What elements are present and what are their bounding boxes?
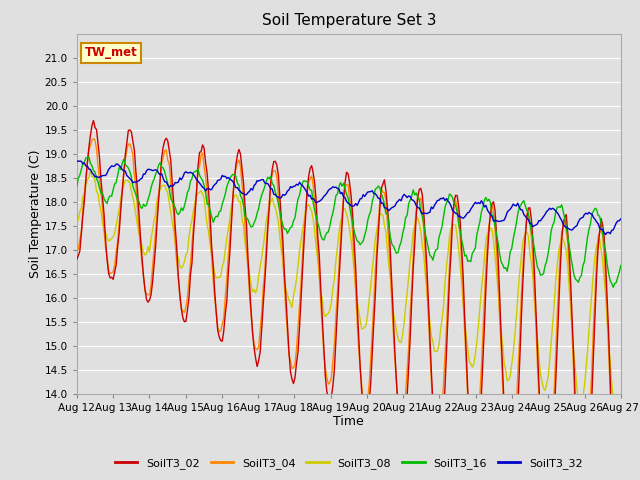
Y-axis label: Soil Temperature (C): Soil Temperature (C) bbox=[29, 149, 42, 278]
Title: Soil Temperature Set 3: Soil Temperature Set 3 bbox=[262, 13, 436, 28]
Text: TW_met: TW_met bbox=[85, 46, 138, 59]
Legend: SoilT3_02, SoilT3_04, SoilT3_08, SoilT3_16, SoilT3_32: SoilT3_02, SoilT3_04, SoilT3_08, SoilT3_… bbox=[110, 453, 588, 473]
X-axis label: Time: Time bbox=[333, 415, 364, 429]
